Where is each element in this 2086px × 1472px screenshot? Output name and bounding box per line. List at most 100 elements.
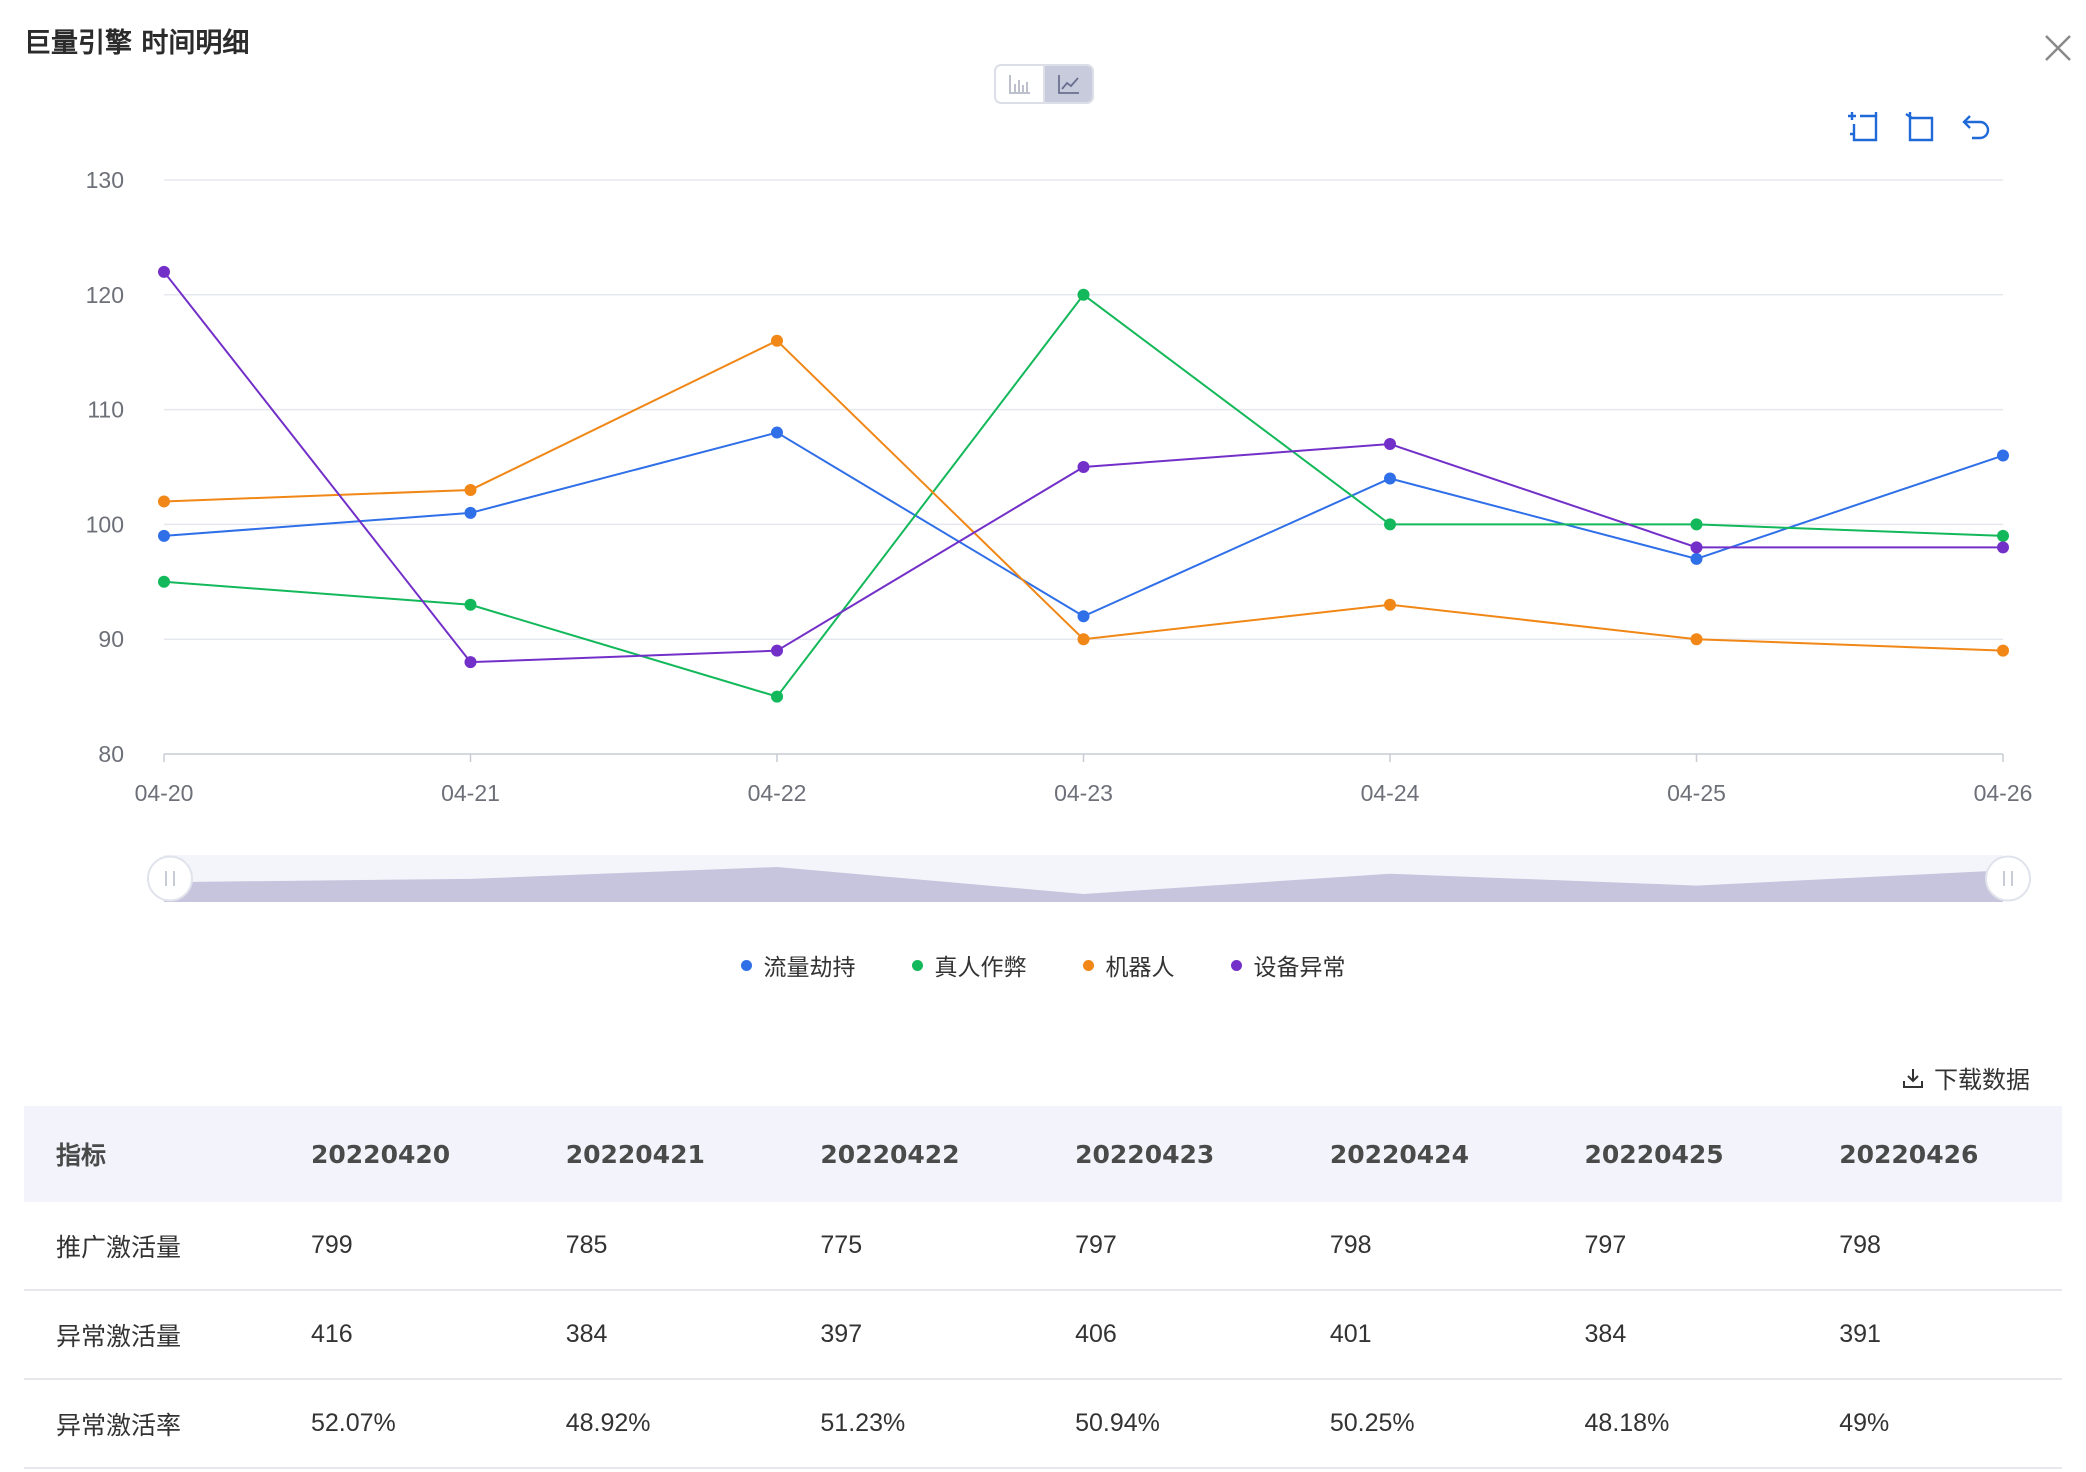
data-point bbox=[1077, 610, 1090, 623]
data-point bbox=[1690, 633, 1703, 646]
zoom-reset-icon[interactable] bbox=[1904, 110, 1938, 144]
undo-icon[interactable] bbox=[1960, 110, 1994, 144]
data-point bbox=[464, 598, 477, 611]
data-point bbox=[1997, 449, 2009, 462]
y-tick-label: 130 bbox=[86, 167, 124, 193]
x-tick-label: 04-23 bbox=[1054, 780, 1113, 806]
legend-dot-icon bbox=[740, 959, 752, 971]
table-cell: 48.92% bbox=[533, 1379, 789, 1469]
header-cell: 20220420 bbox=[279, 1106, 534, 1202]
legend-dot-icon bbox=[1082, 959, 1094, 971]
table-cell: 799 bbox=[279, 1202, 534, 1291]
line-chart-toggle[interactable] bbox=[1043, 66, 1092, 102]
table-cell: 384 bbox=[1552, 1290, 1808, 1380]
data-point bbox=[1077, 288, 1090, 301]
data-point bbox=[1997, 644, 2009, 657]
legend-dot-icon bbox=[911, 959, 923, 971]
x-tick-label: 04-22 bbox=[748, 780, 807, 806]
table-cell: 406 bbox=[1043, 1290, 1298, 1380]
data-point bbox=[771, 644, 783, 657]
zoom-handle-right[interactable] bbox=[1985, 855, 2031, 902]
data-point bbox=[771, 334, 783, 347]
zoom-handle-left[interactable] bbox=[147, 855, 193, 902]
data-point bbox=[1384, 472, 1396, 485]
data-point bbox=[464, 506, 477, 519]
legend-item-device-anomaly[interactable]: 设备异常 bbox=[1230, 948, 1346, 982]
data-point bbox=[1384, 438, 1396, 451]
x-tick-label: 04-20 bbox=[135, 780, 194, 806]
table-cell: 49% bbox=[1807, 1379, 2062, 1469]
data-point bbox=[1690, 552, 1703, 565]
header-cell: 20220421 bbox=[533, 1106, 789, 1202]
row-label: 异常激活率 bbox=[24, 1379, 279, 1469]
legend-label: 机器人 bbox=[1105, 955, 1175, 981]
x-tick-label: 04-24 bbox=[1361, 780, 1420, 806]
data-point bbox=[1690, 541, 1703, 554]
data-point bbox=[158, 265, 170, 278]
y-tick-label: 120 bbox=[86, 282, 124, 308]
header-cell: 20220425 bbox=[1552, 1106, 1808, 1202]
data-point bbox=[464, 656, 477, 669]
legend-item-bot[interactable]: 机器人 bbox=[1082, 948, 1175, 982]
zoom-slider-area bbox=[164, 867, 2003, 902]
close-icon[interactable] bbox=[2040, 30, 2076, 66]
data-point bbox=[158, 529, 170, 542]
y-tick-label: 80 bbox=[98, 741, 124, 767]
download-icon bbox=[1903, 1068, 1923, 1088]
legend-label: 真人作弊 bbox=[934, 955, 1027, 981]
data-point bbox=[158, 575, 170, 588]
download-data-button[interactable]: 下载数据 bbox=[1902, 1060, 2030, 1095]
data-point bbox=[464, 483, 477, 496]
table-row: 异常激活量 416 384 397 406 401 384 391 bbox=[24, 1290, 2062, 1380]
table-cell: 775 bbox=[788, 1202, 1044, 1291]
x-tick-label: 04-26 bbox=[1974, 780, 2033, 806]
table-row: 异常激活率 52.07% 48.92% 51.23% 50.94% 50.25%… bbox=[24, 1379, 2062, 1469]
table-cell: 798 bbox=[1297, 1202, 1553, 1291]
chart-type-toggle bbox=[994, 64, 1094, 104]
data-point bbox=[1997, 541, 2009, 554]
table-cell: 50.94% bbox=[1043, 1379, 1298, 1469]
bar-chart-icon bbox=[1008, 75, 1030, 94]
row-label: 推广激活量 bbox=[24, 1202, 279, 1291]
table-cell: 785 bbox=[533, 1202, 789, 1291]
data-point bbox=[1077, 633, 1090, 646]
data-point bbox=[158, 495, 170, 508]
chart-toolbox bbox=[1848, 110, 1994, 144]
legend-dot-icon bbox=[1230, 959, 1242, 971]
legend-item-human-fraud[interactable]: 真人作弊 bbox=[911, 948, 1027, 982]
table-cell: 397 bbox=[788, 1290, 1044, 1380]
legend-item-traffic-hijack[interactable]: 流量劫持 bbox=[740, 948, 856, 982]
table-cell: 416 bbox=[279, 1290, 534, 1380]
table-cell: 797 bbox=[1552, 1202, 1808, 1291]
line-chart-icon bbox=[1057, 75, 1079, 94]
table-cell: 391 bbox=[1807, 1290, 2062, 1380]
dialog-title: 巨量引擎 时间明细 bbox=[24, 28, 250, 59]
bar-chart-toggle[interactable] bbox=[996, 66, 1043, 102]
table-cell: 798 bbox=[1807, 1202, 2062, 1291]
table-cell: 52.07% bbox=[279, 1379, 534, 1469]
data-point bbox=[1997, 529, 2009, 542]
table-cell: 797 bbox=[1043, 1202, 1298, 1291]
zoom-handle-grip-icon bbox=[2003, 871, 2013, 886]
header-cell: 20220422 bbox=[788, 1106, 1044, 1202]
y-tick-label: 110 bbox=[87, 397, 124, 423]
line-chart: 80 90 100 110 120 130 04-20 04-21 04-22 04-23 04-2… bbox=[86, 167, 2033, 902]
header-cell: 指标 bbox=[24, 1106, 279, 1202]
table-row: 推广激活量 799 785 775 797 798 797 798 bbox=[24, 1202, 2062, 1291]
header-cell: 20220426 bbox=[1807, 1106, 2062, 1202]
y-tick-label: 100 bbox=[86, 511, 124, 537]
zoom-area-icon[interactable] bbox=[1848, 110, 1882, 144]
data-point bbox=[1384, 598, 1396, 611]
x-tick-label: 04-25 bbox=[1667, 780, 1726, 806]
x-tick-label: 04-21 bbox=[441, 780, 500, 806]
table-cell: 50.25% bbox=[1297, 1379, 1553, 1469]
y-tick-label: 90 bbox=[98, 626, 124, 652]
table-cell: 401 bbox=[1297, 1290, 1553, 1380]
data-point bbox=[1384, 518, 1396, 531]
chart-legend: 流量劫持 真人作弊 机器人 设备异常 bbox=[0, 948, 2086, 982]
legend-label: 设备异常 bbox=[1253, 955, 1346, 981]
data-point bbox=[1077, 461, 1090, 473]
header-cell: 20220424 bbox=[1297, 1106, 1553, 1202]
table-header-row: 指标 20220420 20220421 20220422 20220423 2… bbox=[24, 1106, 2062, 1202]
header-cell: 20220423 bbox=[1043, 1106, 1298, 1202]
